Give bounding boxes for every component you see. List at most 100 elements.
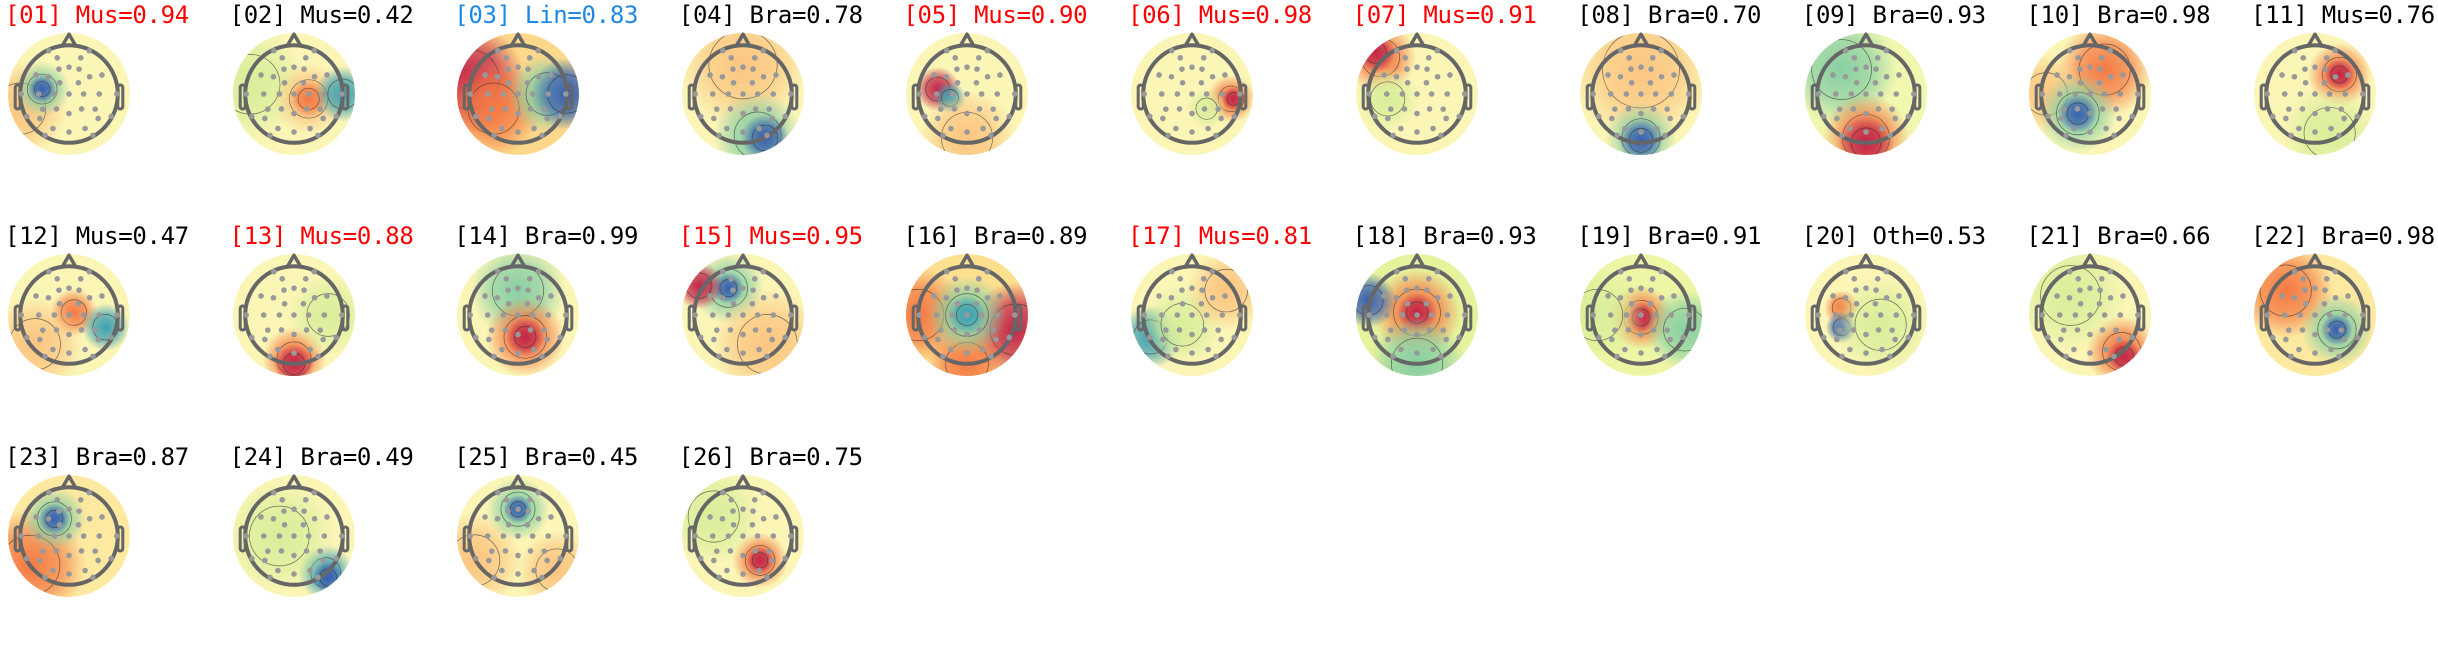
electrode (248, 334, 255, 341)
electrode (2345, 72, 2351, 78)
electrode (270, 47, 277, 54)
electrode (515, 533, 521, 539)
electrode (2336, 132, 2342, 139)
electrode (531, 125, 538, 132)
electrode (66, 129, 72, 135)
electrode (77, 275, 84, 282)
electrode (1383, 312, 1390, 318)
electrode (489, 327, 495, 333)
electrode (1862, 331, 1869, 338)
electrode (333, 113, 339, 120)
electrode (739, 533, 746, 539)
electrode (2279, 72, 2285, 78)
electrode (1168, 73, 1175, 80)
electrode (1413, 312, 1420, 318)
ear (116, 304, 125, 332)
electrode (1883, 73, 1890, 80)
electrode (530, 533, 536, 539)
activation-blob (2323, 58, 2356, 91)
ear (1136, 304, 1145, 332)
electrode (944, 268, 950, 275)
electrode (515, 129, 521, 135)
electrode (260, 533, 267, 539)
component-title: [17] Mus=0.81 (1128, 222, 1312, 250)
electrode (994, 91, 1001, 97)
electrode (311, 294, 317, 301)
electrode (2296, 125, 2302, 132)
electrode (760, 268, 766, 275)
electrode (278, 106, 284, 112)
electrode (750, 66, 756, 72)
electrode (2111, 353, 2118, 360)
electrode (2302, 300, 2309, 307)
electrode (692, 312, 698, 318)
electrode (515, 571, 521, 577)
electrode (728, 275, 734, 282)
ear (116, 525, 125, 553)
electrode (548, 72, 554, 78)
electrode (2117, 312, 2124, 318)
electrode (1617, 73, 1624, 80)
electrode (66, 110, 72, 117)
electrode (66, 350, 72, 356)
electrode (2078, 79, 2084, 86)
electrode (37, 336, 43, 343)
electrode (1189, 91, 1195, 97)
electrode (730, 300, 737, 307)
ear (2362, 304, 2371, 332)
electrode (1667, 336, 1674, 343)
electrode (1209, 47, 1216, 54)
electrode (527, 548, 534, 554)
ear (912, 304, 921, 332)
topomap (457, 474, 580, 597)
electrode (114, 312, 120, 318)
electrode (2296, 346, 2302, 353)
electrode (2102, 91, 2108, 97)
electrode (1667, 115, 1674, 122)
electrode (18, 533, 24, 539)
electrode (42, 353, 48, 360)
electrode (1664, 327, 1671, 333)
electrode (1141, 91, 1147, 97)
electrode (311, 515, 317, 522)
ear (13, 83, 22, 111)
electrode (1222, 293, 1228, 299)
electrode (1658, 47, 1665, 54)
electrode (531, 346, 538, 353)
electrode (261, 115, 268, 122)
electrode (2097, 300, 2103, 307)
electrode (1628, 79, 1635, 86)
electrode (1429, 346, 1436, 353)
electrode (1638, 331, 1644, 338)
electrode (305, 91, 312, 97)
electrode (2099, 275, 2105, 282)
electrode (1662, 353, 1668, 360)
electrode (1910, 312, 1917, 318)
electrode (1614, 353, 1621, 360)
electrode (108, 334, 115, 341)
electrode (1168, 294, 1175, 301)
electrode (1189, 129, 1195, 135)
electrode (75, 521, 82, 528)
activation-blob (2282, 85, 2376, 155)
electrode (280, 66, 287, 72)
electrode (499, 346, 505, 353)
electrode (2291, 47, 2298, 54)
electrode (467, 312, 474, 318)
electrode (486, 336, 492, 343)
electrode (66, 533, 72, 539)
electrode (311, 47, 317, 54)
activation-blob (38, 503, 71, 535)
electrode (503, 496, 510, 503)
electrode (2288, 353, 2294, 360)
electrode (2113, 106, 2120, 112)
electrode (1399, 91, 1405, 97)
component-12: [12] Mus=0.47 (3, 221, 227, 441)
electrode (2077, 287, 2084, 293)
electrode (1820, 334, 1827, 341)
electrode (948, 346, 955, 353)
electrode (99, 514, 105, 520)
component-16: [16] Bra=0.89 (901, 221, 1125, 441)
electrode (1862, 129, 1869, 135)
electrode (2285, 106, 2292, 112)
